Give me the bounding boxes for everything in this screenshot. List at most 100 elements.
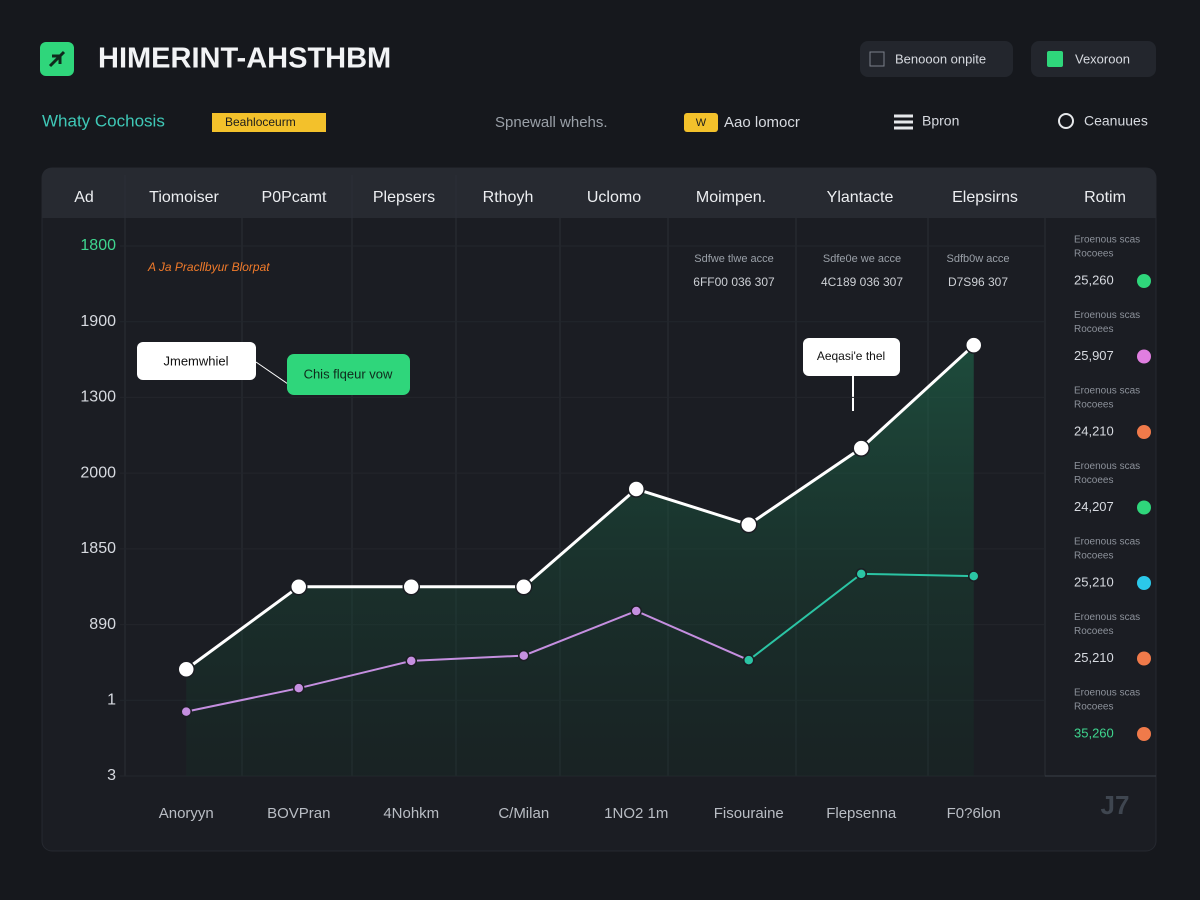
x-tick-label: Fisouraine xyxy=(714,805,784,822)
point xyxy=(518,649,530,662)
y-tick-label: 1800 xyxy=(80,237,116,254)
status-icon xyxy=(1058,113,1074,129)
list-sublabel: Rocoees xyxy=(1074,551,1113,562)
list-value: 25,210 xyxy=(1074,574,1114,589)
x-tick-label: Anoryyn xyxy=(159,805,214,822)
callout xyxy=(287,354,410,395)
stat-label: Sdfe0e we acce xyxy=(823,253,901,265)
list-dot xyxy=(1137,576,1151,590)
point xyxy=(290,577,308,596)
x-tick-label: 4Nohkm xyxy=(383,805,439,822)
point xyxy=(743,654,755,666)
point xyxy=(405,655,417,667)
list-dot xyxy=(1137,727,1151,741)
line xyxy=(186,609,750,713)
tab-label[interactable]: P0Pcamt xyxy=(262,189,327,206)
tab-label[interactable]: Ylantacte xyxy=(827,189,894,206)
y-tick-label: 1850 xyxy=(80,540,116,557)
button-icon xyxy=(1047,51,1063,67)
list-sublabel: Rocoees xyxy=(1074,475,1113,486)
tab-label[interactable]: Rotim xyxy=(1084,189,1126,206)
callout-label: Aeqasi'e thel xyxy=(817,349,885,363)
callout-pointer xyxy=(255,361,289,385)
callout xyxy=(137,342,256,380)
callout-label: Jmemwhiel xyxy=(163,353,228,368)
point xyxy=(293,682,305,694)
tab-label[interactable]: Tiomoiser xyxy=(149,189,219,206)
stat-label: Sdfwe tlwe acce xyxy=(694,253,773,265)
list-label: Eroenous scas xyxy=(1074,461,1140,472)
list-value: 25,260 xyxy=(1074,272,1114,287)
list-label: Eroenous scas xyxy=(1074,612,1140,623)
list-sublabel: Rocoees xyxy=(1074,249,1113,260)
list-value: 25,210 xyxy=(1074,650,1114,665)
stat-label: Sdfb0w acce xyxy=(947,253,1010,265)
button[interactable] xyxy=(1031,41,1156,77)
list-value: 35,260 xyxy=(1074,725,1114,740)
menu-label[interactable]: Bpron xyxy=(922,113,959,129)
list-dot xyxy=(1137,500,1151,515)
chart-subtitle: A Ja Pracllbyur Blorpat xyxy=(147,260,270,274)
menu-icon[interactable] xyxy=(894,114,913,130)
x-tick-label: 1NO2 1m xyxy=(604,805,668,822)
x-tick-label: Flepsenna xyxy=(826,805,897,822)
x-tick-label: C/Milan xyxy=(498,805,549,822)
y-tick-label: 1300 xyxy=(80,389,116,406)
tag xyxy=(212,113,326,132)
button-label[interactable]: Vexoroon xyxy=(1075,51,1130,66)
status-label: Ceanuues xyxy=(1084,113,1148,129)
list-dot xyxy=(1137,274,1151,288)
tab-bar xyxy=(42,168,1156,218)
point xyxy=(402,577,420,596)
x-tick-label: BOVPran xyxy=(267,805,330,822)
point xyxy=(515,577,533,596)
list-sublabel: Rocoees xyxy=(1074,626,1113,637)
button-label[interactable]: Benooon onpite xyxy=(895,51,986,66)
list-dot xyxy=(1137,349,1151,364)
badge-label: Aao lomocr xyxy=(724,114,800,131)
callout xyxy=(803,338,900,376)
line xyxy=(185,344,975,671)
y-tick-label: 1900 xyxy=(80,313,116,330)
list-label: Eroenous scas xyxy=(1074,688,1140,699)
point xyxy=(627,480,645,498)
section-title: Whaty Cochosis xyxy=(42,111,165,130)
point xyxy=(855,568,867,580)
corner-mark: J7 xyxy=(1101,790,1130,820)
point xyxy=(177,660,195,678)
y-tick-label: 890 xyxy=(89,616,116,633)
logo-mark xyxy=(48,50,66,68)
badge-icon: W xyxy=(696,117,707,129)
list-dot xyxy=(1137,651,1151,666)
point xyxy=(740,515,758,534)
button-icon xyxy=(869,51,885,67)
list-value: 25,907 xyxy=(1074,348,1114,363)
list-sublabel: Rocoees xyxy=(1074,702,1113,713)
button[interactable] xyxy=(860,41,1013,77)
tab-label[interactable]: Rthoyh xyxy=(483,189,534,206)
tab-label[interactable]: Plepsers xyxy=(373,189,435,206)
list-sublabel: Rocoees xyxy=(1074,324,1113,335)
stat-value: 4C189 036 307 xyxy=(821,275,903,289)
y-tick-label: 2000 xyxy=(80,464,116,481)
y-tick-label: 3 xyxy=(107,767,116,784)
list-sublabel: Rocoees xyxy=(1074,400,1113,411)
stat-value: D7S96 307 xyxy=(948,275,1008,289)
callout-label: Chis flqeur vow xyxy=(304,366,393,381)
tab-label[interactable]: Elepsirns xyxy=(952,189,1018,206)
tab-label[interactable]: Ad xyxy=(74,189,94,206)
tab-label[interactable]: Uclomo xyxy=(587,189,641,206)
tab-label[interactable]: Moimpen. xyxy=(696,189,766,206)
list-label: Eroenous scas xyxy=(1074,537,1140,548)
list-value: 24,207 xyxy=(1074,499,1114,514)
point xyxy=(965,336,983,354)
point xyxy=(968,570,980,582)
list-label: Eroenous scas xyxy=(1074,310,1140,321)
tag-label: Beahloceurm xyxy=(225,115,296,129)
search-label[interactable]: Spnewall whehs. xyxy=(495,114,608,131)
app-title: HIMERINT-AHSTHBM xyxy=(98,43,391,75)
y-tick-label: 1 xyxy=(107,692,116,709)
stat-value: 6FF00 036 307 xyxy=(693,275,775,289)
